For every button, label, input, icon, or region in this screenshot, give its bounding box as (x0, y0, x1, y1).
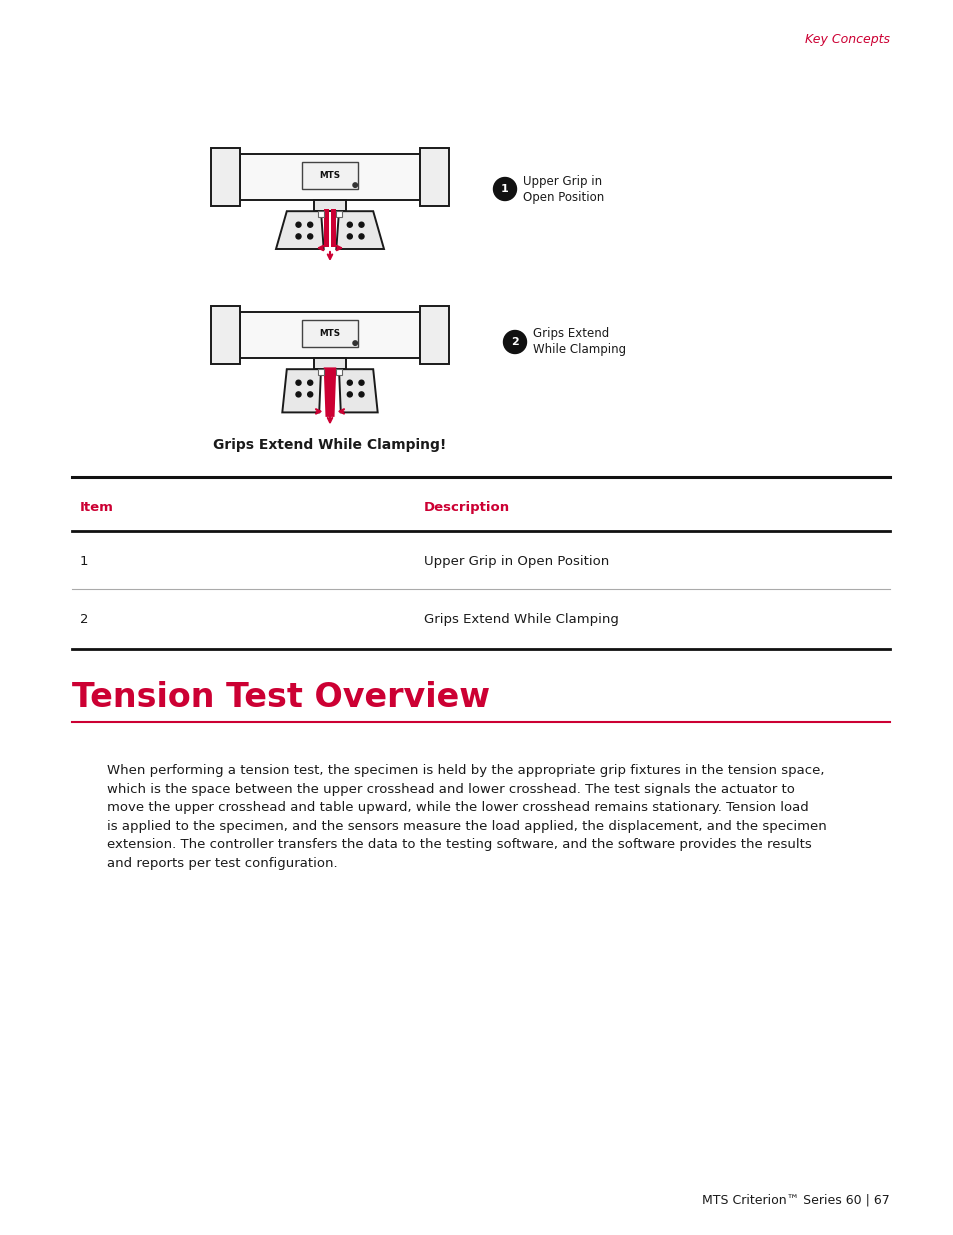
FancyBboxPatch shape (302, 162, 357, 189)
FancyBboxPatch shape (324, 210, 329, 247)
Text: 1: 1 (80, 555, 89, 568)
Text: Key Concepts: Key Concepts (804, 33, 889, 46)
Circle shape (353, 341, 357, 346)
Circle shape (503, 331, 526, 353)
Polygon shape (282, 369, 320, 412)
Text: Upper Grip in
Open Position: Upper Grip in Open Position (522, 174, 603, 204)
FancyBboxPatch shape (318, 211, 323, 216)
FancyBboxPatch shape (331, 210, 335, 247)
Circle shape (308, 391, 313, 396)
Text: Item: Item (80, 501, 113, 514)
Circle shape (308, 222, 313, 227)
Circle shape (295, 222, 301, 227)
Text: 1: 1 (500, 184, 508, 194)
Circle shape (353, 183, 357, 188)
Text: When performing a tension test, the specimen is held by the appropriate grip fix: When performing a tension test, the spec… (107, 764, 826, 869)
Circle shape (347, 222, 352, 227)
Circle shape (295, 233, 301, 238)
FancyBboxPatch shape (336, 369, 341, 374)
Polygon shape (275, 211, 323, 249)
Text: Upper Grip in Open Position: Upper Grip in Open Position (423, 555, 608, 568)
Polygon shape (323, 367, 336, 417)
Circle shape (295, 391, 301, 396)
Text: 2: 2 (80, 613, 89, 626)
Circle shape (347, 380, 352, 385)
Text: Grips Extend While Clamping: Grips Extend While Clamping (423, 613, 618, 626)
Text: MTS Criterion™ Series 60 | 67: MTS Criterion™ Series 60 | 67 (701, 1194, 889, 1207)
Text: Description: Description (423, 501, 509, 514)
Circle shape (358, 391, 364, 396)
Circle shape (347, 391, 352, 396)
Circle shape (308, 233, 313, 238)
Circle shape (295, 380, 301, 385)
Circle shape (358, 222, 364, 227)
FancyBboxPatch shape (240, 153, 419, 200)
Circle shape (347, 233, 352, 238)
Polygon shape (336, 211, 384, 249)
FancyBboxPatch shape (211, 148, 240, 206)
Polygon shape (338, 369, 377, 412)
Text: Grips Extend
While Clamping: Grips Extend While Clamping (533, 327, 625, 357)
FancyBboxPatch shape (240, 311, 419, 358)
Circle shape (308, 380, 313, 385)
Circle shape (493, 178, 516, 200)
Text: MTS: MTS (319, 170, 340, 180)
FancyBboxPatch shape (211, 306, 240, 364)
FancyBboxPatch shape (314, 358, 345, 369)
FancyBboxPatch shape (336, 211, 341, 216)
Circle shape (358, 233, 364, 238)
FancyBboxPatch shape (419, 148, 448, 206)
FancyBboxPatch shape (419, 306, 448, 364)
FancyBboxPatch shape (302, 320, 357, 347)
FancyBboxPatch shape (318, 369, 323, 374)
FancyBboxPatch shape (314, 200, 345, 211)
Text: 2: 2 (511, 337, 518, 347)
Circle shape (358, 380, 364, 385)
Text: Grips Extend While Clamping!: Grips Extend While Clamping! (213, 438, 446, 452)
Text: MTS: MTS (319, 329, 340, 337)
Text: Tension Test Overview: Tension Test Overview (71, 682, 490, 714)
